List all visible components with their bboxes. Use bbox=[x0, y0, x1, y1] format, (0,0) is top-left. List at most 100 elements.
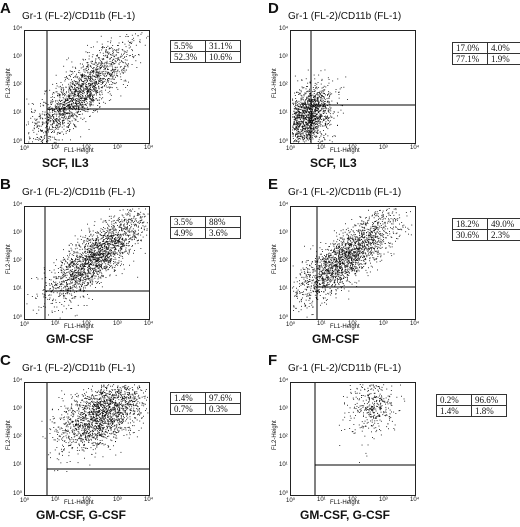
event-dot bbox=[49, 284, 51, 286]
event-dot bbox=[64, 113, 66, 115]
event-dot bbox=[65, 298, 67, 300]
event-dot bbox=[64, 111, 66, 113]
event-dot bbox=[89, 89, 91, 90]
event-dot bbox=[87, 76, 89, 77]
event-dot bbox=[132, 404, 134, 406]
event-dot bbox=[94, 86, 96, 88]
event-dot bbox=[122, 42, 124, 43]
event-dot bbox=[74, 71, 76, 72]
event-dot bbox=[94, 79, 96, 80]
event-dot bbox=[60, 90, 62, 92]
event-dot bbox=[56, 120, 58, 122]
event-dot bbox=[61, 261, 63, 263]
event-dot bbox=[67, 105, 69, 107]
event-dot bbox=[59, 105, 61, 107]
event-dot bbox=[77, 83, 79, 85]
event-dot bbox=[118, 390, 120, 392]
event-dot bbox=[88, 269, 90, 271]
event-dot bbox=[100, 390, 102, 392]
event-dot bbox=[71, 278, 73, 280]
event-dot bbox=[62, 292, 64, 294]
event-dot bbox=[126, 34, 128, 35]
event-dot bbox=[140, 219, 142, 221]
event-dot bbox=[61, 414, 63, 416]
event-dot bbox=[64, 122, 65, 124]
event-dot bbox=[73, 99, 75, 101]
event-dot bbox=[55, 121, 57, 122]
event-dot bbox=[95, 82, 97, 83]
event-dot bbox=[110, 258, 112, 260]
event-dot bbox=[57, 125, 59, 127]
event-dot bbox=[129, 55, 131, 56]
event-dot bbox=[130, 211, 132, 212]
event-dot bbox=[91, 274, 93, 276]
event-dot bbox=[67, 288, 69, 290]
event-dot bbox=[114, 72, 116, 74]
event-dot bbox=[85, 256, 87, 258]
event-dot bbox=[128, 211, 130, 213]
event-dot bbox=[84, 264, 86, 265]
event-dot bbox=[101, 63, 102, 65]
event-dot bbox=[100, 271, 102, 273]
event-dot bbox=[109, 84, 111, 85]
event-dot bbox=[70, 71, 72, 73]
event-dot bbox=[84, 262, 86, 264]
event-dot bbox=[118, 242, 120, 244]
event-dot bbox=[125, 429, 127, 431]
y-axis-label: FL2-Height bbox=[6, 68, 12, 98]
event-dot bbox=[77, 419, 79, 421]
event-dot bbox=[61, 304, 63, 305]
event-dot bbox=[138, 213, 140, 214]
event-dot bbox=[80, 435, 82, 437]
event-dot bbox=[85, 99, 87, 101]
event-dot bbox=[105, 235, 106, 237]
event-dot bbox=[95, 88, 97, 90]
event-dot bbox=[66, 433, 68, 435]
event-dot bbox=[81, 412, 83, 414]
event-dot bbox=[125, 401, 127, 403]
event-dot bbox=[91, 259, 92, 261]
event-dot bbox=[100, 218, 102, 220]
event-dot bbox=[118, 217, 120, 219]
event-dot bbox=[71, 103, 73, 105]
event-dot bbox=[129, 228, 131, 230]
event-dot bbox=[89, 431, 91, 433]
event-dot bbox=[119, 387, 121, 388]
event-dot bbox=[128, 218, 130, 220]
event-dot bbox=[140, 211, 142, 213]
event-dot bbox=[53, 118, 55, 119]
event-dot bbox=[81, 428, 83, 430]
event-dot bbox=[112, 75, 114, 77]
event-dot bbox=[52, 96, 53, 98]
event-dot bbox=[95, 87, 97, 89]
event-dot bbox=[81, 255, 83, 257]
event-dot bbox=[69, 107, 71, 108]
event-dot bbox=[75, 98, 76, 100]
event-dot bbox=[117, 45, 118, 46]
event-dot bbox=[88, 420, 90, 422]
event-dot bbox=[112, 422, 114, 424]
event-dot bbox=[87, 44, 88, 46]
event-dot bbox=[120, 413, 122, 415]
event-dot bbox=[137, 226, 139, 228]
event-dot bbox=[98, 91, 100, 93]
event-dot bbox=[40, 307, 42, 308]
event-dot bbox=[112, 415, 114, 417]
event-dot bbox=[97, 435, 98, 436]
event-dot bbox=[93, 445, 95, 446]
event-dot bbox=[95, 428, 97, 430]
event-dot bbox=[68, 83, 70, 85]
event-dot bbox=[112, 240, 114, 242]
event-dot bbox=[57, 277, 59, 279]
event-dot bbox=[107, 66, 109, 68]
event-dot bbox=[124, 52, 125, 54]
event-dot bbox=[85, 86, 87, 88]
event-dot bbox=[93, 431, 94, 432]
event-dot bbox=[131, 231, 133, 233]
event-dot bbox=[76, 73, 77, 75]
event-dot bbox=[115, 230, 117, 231]
event-dot bbox=[118, 246, 120, 247]
event-dot bbox=[92, 276, 93, 278]
event-dot bbox=[82, 253, 84, 255]
event-dot bbox=[84, 248, 86, 250]
